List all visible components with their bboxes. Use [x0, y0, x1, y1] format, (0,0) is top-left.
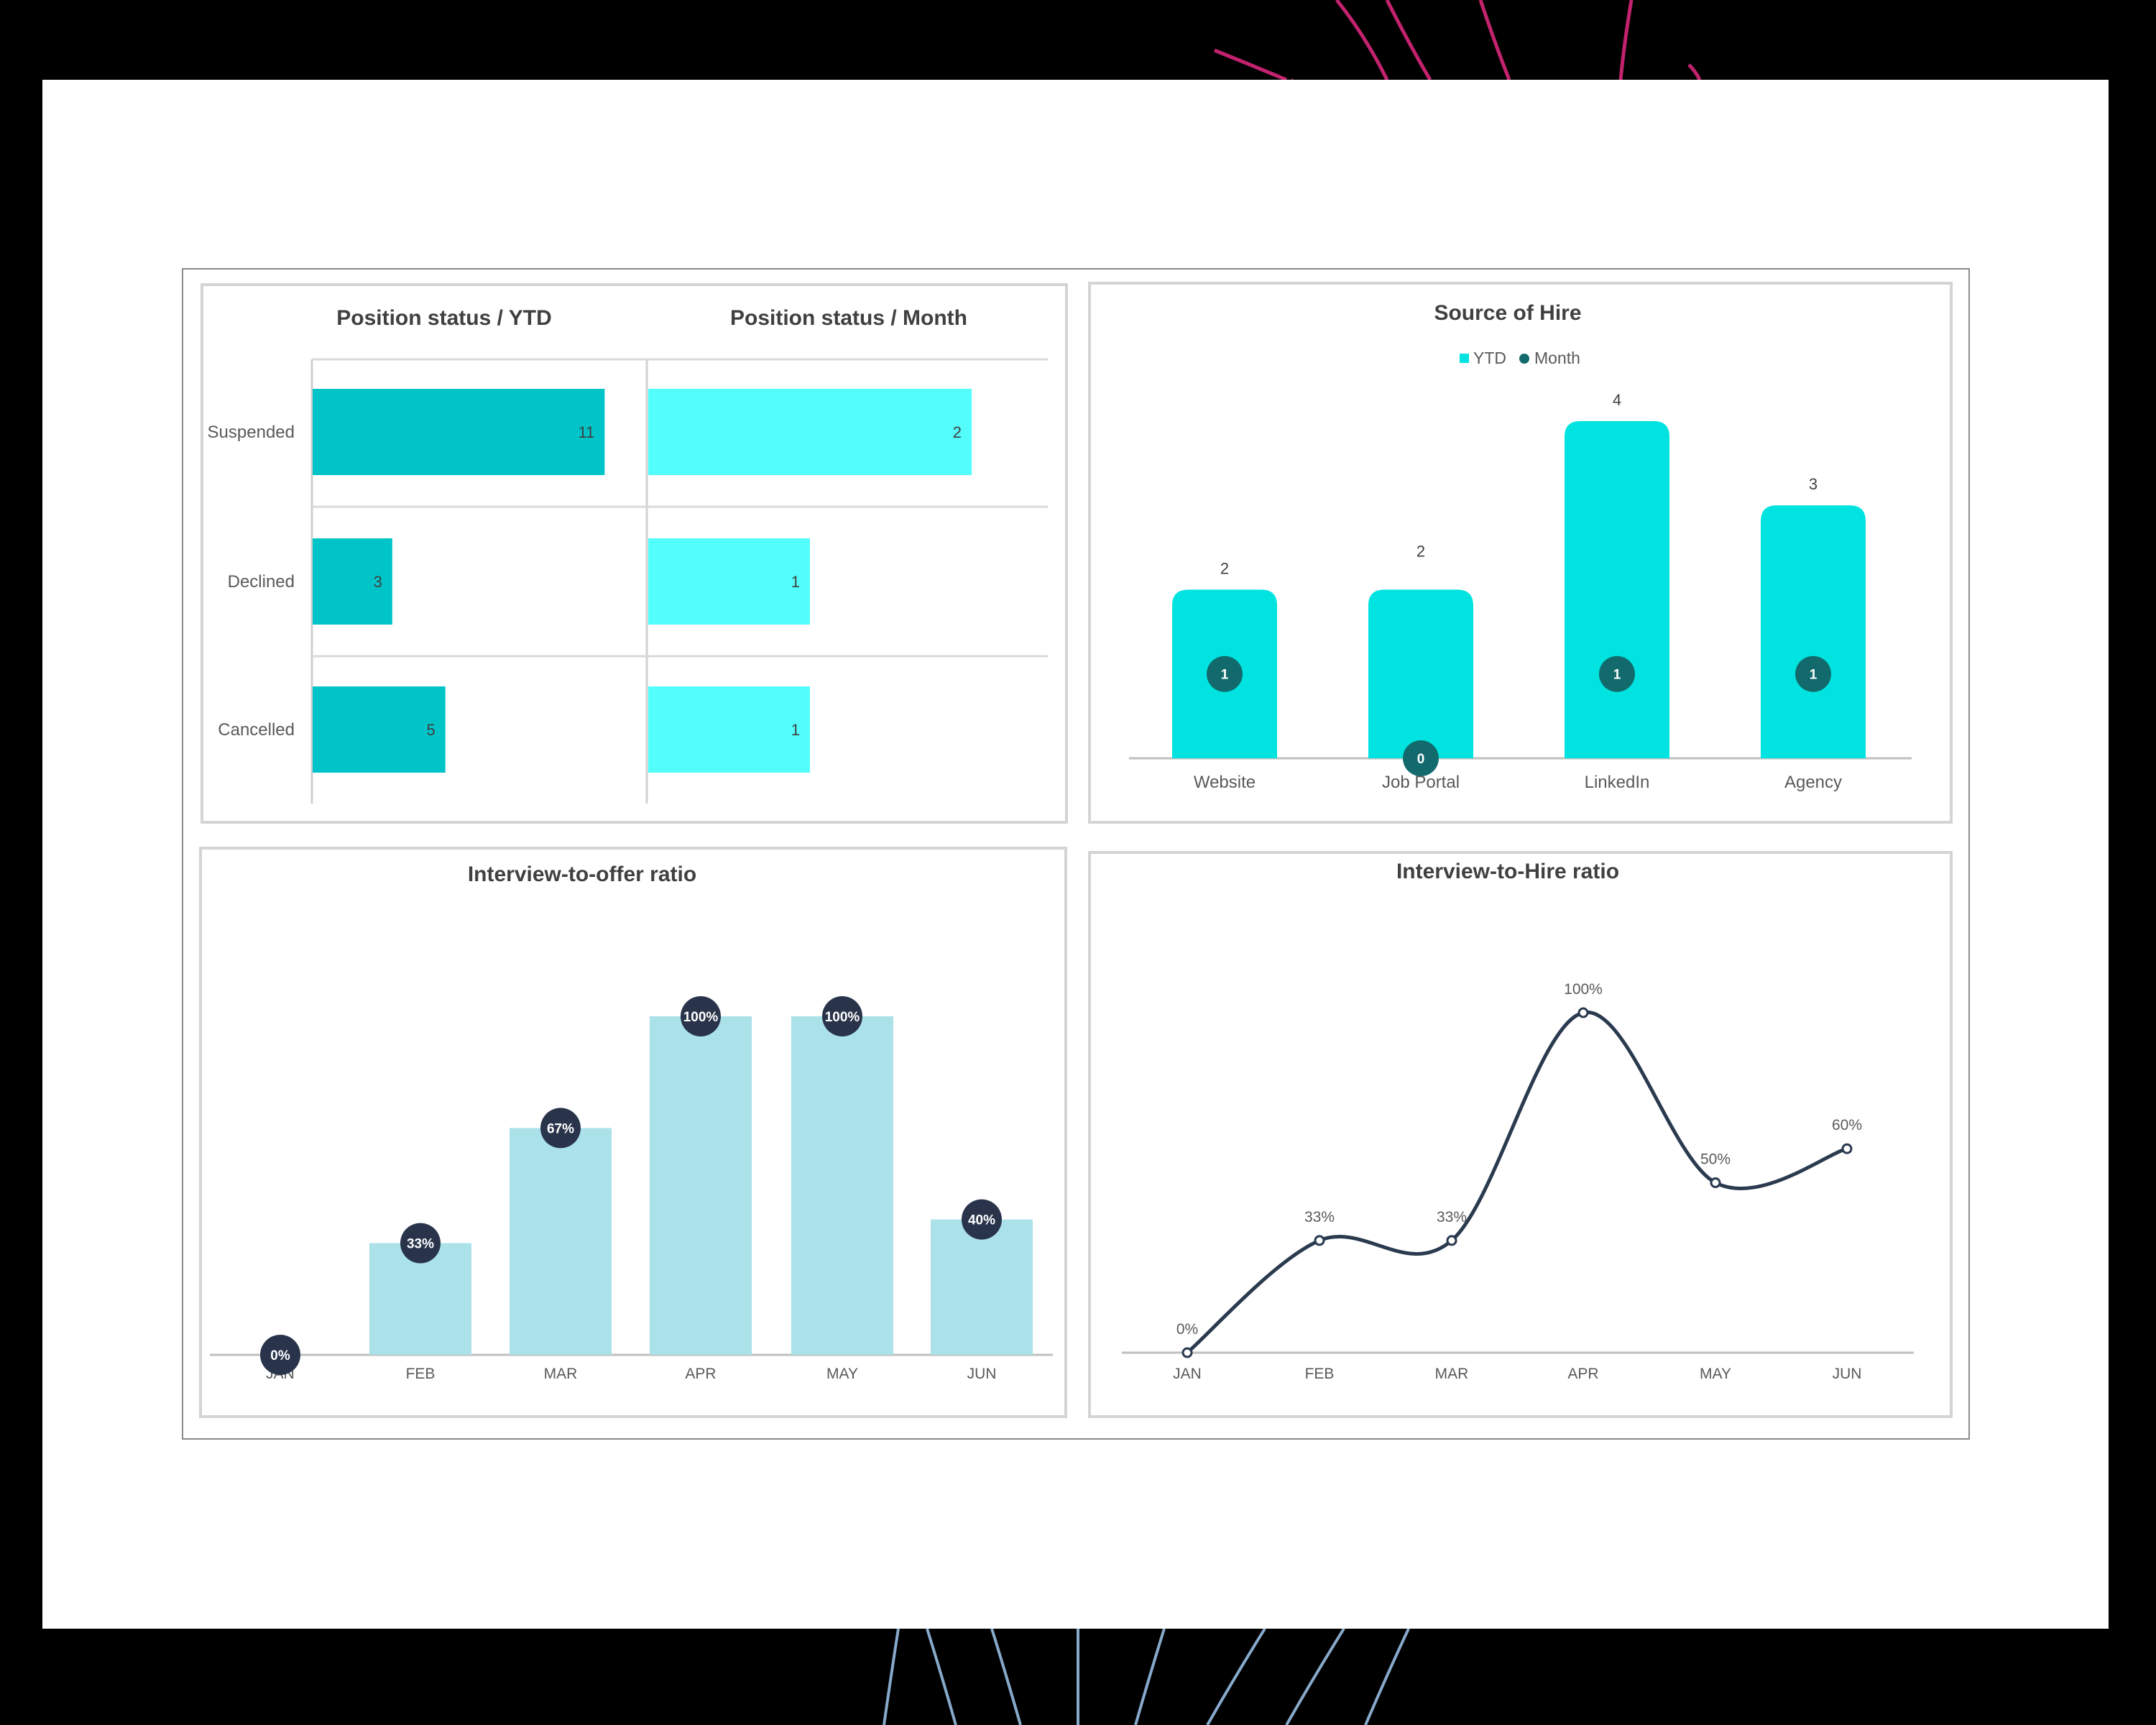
interview-hire-panel [1088, 851, 1953, 1418]
month-value-label: 2 [953, 423, 962, 441]
offer-category-label: FEB [406, 1366, 436, 1382]
source-ytd-value-label: 2 [1220, 559, 1229, 577]
offer-value-label: 100% [683, 1010, 719, 1025]
hire-category-label: MAY [1700, 1366, 1731, 1382]
source-month-value-label: 0 [1417, 752, 1425, 767]
hire-value-label: 33% [1304, 1209, 1335, 1225]
source-month-value-label: 1 [1221, 668, 1229, 683]
offer-value-marker [400, 1223, 441, 1264]
ytd-value-label: 5 [426, 721, 435, 739]
position-status-chart: Position status / YTD Position status / … [208, 306, 1048, 804]
offer-bar [931, 1219, 1033, 1355]
offer-value-label: 0% [270, 1348, 290, 1363]
source-ytd-bar [1368, 589, 1473, 758]
ytd-value-label: 11 [579, 423, 595, 441]
offer-value-marker [681, 996, 721, 1036]
hire-value-label: 60% [1832, 1117, 1862, 1133]
source-of-hire-chart: Source of Hire YTD Month 2 1 Website 2 0 Job … [1129, 301, 1912, 792]
hire-point-marker [1181, 1347, 1193, 1358]
source-month-marker [1403, 740, 1439, 776]
source-chart-title: Source of Hire [1434, 301, 1581, 325]
source-ytd-value-label: 4 [1613, 391, 1621, 409]
ytd-chart-title: Position status / YTD [336, 306, 552, 330]
legend-ytd-swatch [1460, 354, 1469, 363]
offer-bar [510, 1128, 612, 1355]
offer-value-label: 40% [968, 1213, 995, 1228]
source-month-value-label: 1 [1613, 668, 1621, 683]
ytd-bar [313, 389, 605, 475]
source-category-label: Agency [1784, 773, 1842, 792]
month-bar [648, 389, 972, 475]
offer-category-label: JUN [967, 1366, 997, 1382]
legend-ytd-label: YTD [1473, 349, 1506, 367]
interview-offer-panel [199, 847, 1067, 1418]
position-category-label: Declined [228, 572, 295, 592]
source-category-label: Website [1194, 773, 1256, 792]
month-bar [648, 686, 810, 773]
offer-value-label: 67% [547, 1121, 574, 1136]
month-bar [648, 538, 810, 625]
hire-point-marker [1577, 1007, 1589, 1018]
source-month-marker [1207, 656, 1243, 692]
fireworks-bottom [883, 1627, 1410, 1725]
offer-value-label: 33% [407, 1237, 434, 1252]
source-ytd-value-label: 2 [1416, 542, 1425, 560]
hire-category-label: MAR [1435, 1366, 1469, 1382]
position-category-label: Suspended [208, 423, 295, 442]
hire-point-marker [1314, 1235, 1325, 1246]
hire-point-marker [1446, 1235, 1457, 1246]
source-ytd-bar [1761, 505, 1866, 758]
month-value-label: 1 [791, 721, 800, 739]
offer-value-marker [540, 1108, 581, 1149]
offer-value-marker [260, 1335, 300, 1375]
offer-category-label: MAY [826, 1366, 858, 1382]
offer-category-label: MAR [544, 1366, 578, 1382]
legend-month-marker [1519, 354, 1529, 364]
ytd-value-label: 3 [374, 573, 382, 591]
interview-offer-chart: Interview-to-offer ratio JAN0%FEB33%MAR6… [210, 862, 1053, 1382]
hire-category-label: JUN [1833, 1366, 1862, 1382]
hire-value-label: 33% [1437, 1209, 1467, 1225]
month-chart-title: Position status / Month [730, 306, 967, 330]
source-ytd-value-label: 3 [1809, 475, 1818, 493]
hire-value-label: 100% [1564, 981, 1603, 998]
position-category-label: Cancelled [218, 720, 295, 740]
source-month-marker [1599, 656, 1635, 692]
source-month-value-label: 1 [1810, 668, 1818, 683]
hire-value-label: 0% [1176, 1321, 1198, 1338]
hire-point-marker [1841, 1143, 1853, 1154]
source-month-marker [1795, 656, 1831, 692]
fireworks-top [1214, 0, 1702, 95]
source-category-label: LinkedIn [1585, 773, 1650, 792]
offer-bar [650, 1016, 752, 1355]
hire-chart-title: Interview-to-Hire ratio [1396, 860, 1619, 883]
month-value-label: 1 [791, 573, 800, 591]
ytd-bar [313, 686, 446, 773]
interview-hire-chart: Interview-to-Hire ratio 0% JAN 33% FEB 33% MA… [1122, 860, 1914, 1382]
hire-category-label: APR [1567, 1366, 1598, 1382]
source-category-label: Job Portal [1382, 773, 1460, 792]
offer-bar [791, 1016, 893, 1355]
ytd-bar [313, 538, 392, 625]
hire-category-label: JAN [1173, 1366, 1202, 1382]
hire-point-marker [1710, 1177, 1721, 1188]
offer-value-marker [962, 1199, 1002, 1240]
hire-value-label: 50% [1700, 1151, 1731, 1168]
offer-category-label: APR [685, 1366, 716, 1382]
hire-category-label: FEB [1305, 1366, 1335, 1382]
offer-chart-title: Interview-to-offer ratio [468, 862, 696, 886]
offer-value-marker [822, 996, 862, 1036]
offer-value-label: 100% [825, 1010, 860, 1025]
source-ytd-bar [1565, 420, 1669, 758]
legend-month-label: Month [1534, 349, 1580, 367]
